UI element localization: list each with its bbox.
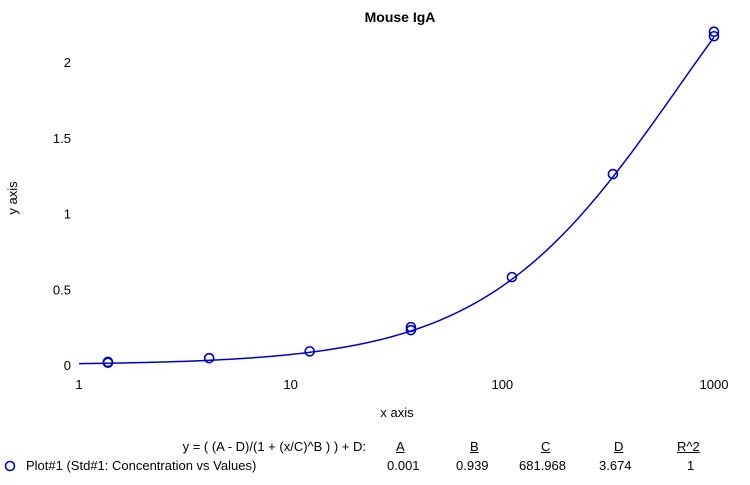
legend-plot-label: Plot#1 (Std#1: Concentration vs Values) bbox=[26, 458, 257, 473]
data-point bbox=[708, 30, 720, 42]
y-tick-label: 1.5 bbox=[53, 131, 71, 146]
data-points bbox=[102, 26, 720, 369]
param-value-b: 0.939 bbox=[456, 458, 489, 473]
x-axis-label: x axis bbox=[380, 405, 414, 420]
y-axis-label: y axis bbox=[5, 181, 20, 215]
chart: Mouse IgA 0 0.5 1 1.5 2 1 10 100 1000 x axis y a… bbox=[5, 9, 729, 420]
data-point bbox=[304, 346, 315, 357]
chart-title: Mouse IgA bbox=[365, 9, 436, 25]
legend-marker-icon bbox=[4, 460, 16, 472]
fit-curve-line bbox=[78, 36, 715, 365]
param-value-r2: 1 bbox=[687, 458, 695, 473]
data-point bbox=[708, 26, 720, 38]
param-value-d: 3.674 bbox=[599, 458, 632, 473]
param-header-a: A bbox=[396, 439, 405, 454]
x-tick-label: 1000 bbox=[700, 377, 729, 392]
x-tick-label: 100 bbox=[491, 377, 513, 392]
param-header-d: D bbox=[614, 439, 624, 454]
y-tick-label: 2 bbox=[64, 55, 71, 70]
legend-values-row: Plot#1 (Std#1: Concentration vs Values) … bbox=[0, 458, 750, 476]
param-value-c: 681.968 bbox=[519, 458, 566, 473]
y-tick-label: 0.5 bbox=[53, 282, 71, 297]
data-point bbox=[405, 324, 417, 336]
legend-header-row: y = ( (A - D)/(1 + (x/C)^B ) ) + D: A B … bbox=[0, 439, 750, 457]
param-header-r2: R^2 bbox=[677, 439, 700, 454]
y-tick-label: 0 bbox=[64, 358, 71, 373]
data-point bbox=[405, 321, 417, 333]
x-tick-label: 10 bbox=[283, 377, 297, 392]
data-point bbox=[506, 271, 518, 283]
fit-curve-group bbox=[78, 36, 715, 365]
axes: 0 0.5 1 1.5 2 1 10 100 1000 bbox=[53, 55, 729, 392]
x-tick-label: 1 bbox=[75, 377, 82, 392]
param-value-a: 0.001 bbox=[387, 458, 420, 473]
param-header-c: C bbox=[541, 439, 551, 454]
data-point bbox=[102, 356, 114, 368]
data-point bbox=[203, 352, 215, 364]
y-tick-label: 1 bbox=[64, 207, 71, 222]
fit-equation: y = ( (A - D)/(1 + (x/C)^B ) ) + D: bbox=[182, 439, 366, 454]
data-point bbox=[607, 168, 619, 180]
param-header-b: B bbox=[470, 439, 479, 454]
